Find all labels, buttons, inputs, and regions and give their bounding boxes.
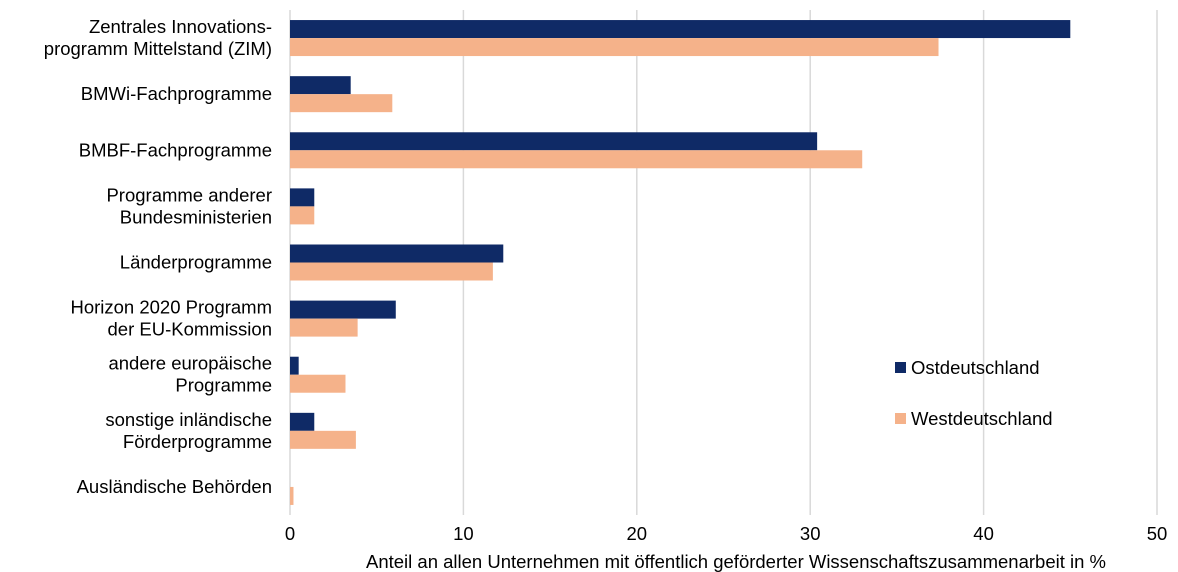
category-label-6-1: Programme <box>175 375 272 396</box>
category-label-0-0: Zentrales Innovations- <box>89 16 272 37</box>
category-label-6-0: andere europäische <box>108 353 272 374</box>
category-label-1-0: BMWi-Fachprogramme <box>81 83 272 104</box>
x-tick-labels: 0 10 20 30 40 50 <box>285 523 1167 544</box>
x-tick-30: 30 <box>800 523 821 544</box>
bar-ostdeutschland-6 <box>290 356 299 375</box>
category-label-7-1: Förderprogramme <box>123 431 272 452</box>
category-label-0-1: programm Mittelstand (ZIM) <box>44 38 272 59</box>
x-tick-50: 50 <box>1147 523 1168 544</box>
legend-label-westdeutschland: Westdeutschland <box>911 408 1053 429</box>
category-labels: Zentrales Innovations-programm Mittelsta… <box>44 16 272 497</box>
bar-ostdeutschland-2 <box>290 132 818 151</box>
bars <box>290 20 1071 505</box>
category-label-7-0: sonstige inländische <box>105 409 272 430</box>
bar-ostdeutschland-7 <box>290 412 315 431</box>
bar-ostdeutschland-5 <box>290 300 396 319</box>
bar-ostdeutschland-4 <box>290 244 504 263</box>
legend-swatch-westdeutschland <box>895 413 906 424</box>
category-label-2-0: BMBF-Fachprogramme <box>79 139 272 160</box>
x-tick-10: 10 <box>453 523 474 544</box>
bar-westdeutschland-3 <box>290 206 315 225</box>
category-label-3-0: Programme anderer <box>106 184 272 205</box>
legend: Ostdeutschland Westdeutschland <box>895 357 1053 429</box>
bar-ostdeutschland-1 <box>290 76 351 95</box>
bar-westdeutschland-5 <box>290 318 358 337</box>
x-tick-0: 0 <box>285 523 295 544</box>
bar-westdeutschland-6 <box>290 374 346 393</box>
bar-westdeutschland-1 <box>290 94 393 113</box>
legend-swatch-ostdeutschland <box>895 362 906 373</box>
category-label-5-0: Horizon 2020 Programm <box>70 297 272 318</box>
x-axis-title: Anteil an allen Unternehmen mit öffentli… <box>366 551 1106 572</box>
x-tick-40: 40 <box>973 523 994 544</box>
category-label-3-1: Bundesministerien <box>120 206 272 227</box>
bar-westdeutschland-7 <box>290 430 356 449</box>
bar-westdeutschland-2 <box>290 150 863 169</box>
category-label-5-1: der EU-Kommission <box>108 319 273 340</box>
legend-label-ostdeutschland: Ostdeutschland <box>911 357 1040 378</box>
x-tick-20: 20 <box>627 523 648 544</box>
bar-ostdeutschland-0 <box>290 20 1071 39</box>
category-label-8-0: Ausländische Behörden <box>77 476 272 497</box>
bar-westdeutschland-4 <box>290 262 493 281</box>
bar-ostdeutschland-3 <box>290 188 315 207</box>
bar-westdeutschland-0 <box>290 38 939 57</box>
category-label-4-0: Länderprogramme <box>120 252 272 273</box>
bar-westdeutschland-8 <box>290 486 294 505</box>
